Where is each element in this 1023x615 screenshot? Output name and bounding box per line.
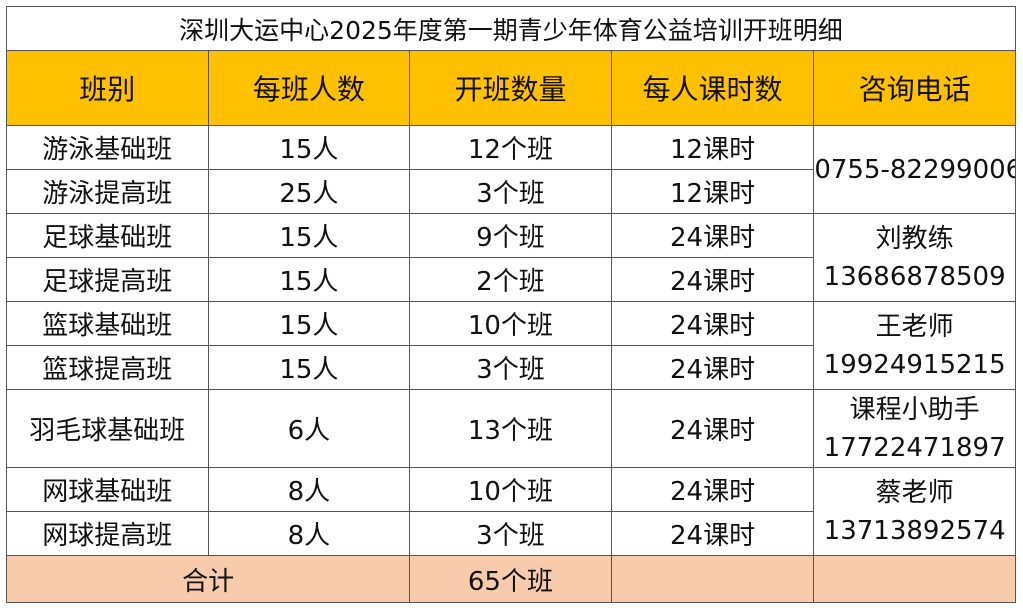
total-empty-contact <box>813 555 1016 603</box>
contact-tennis: 蔡老师 13713892574 <box>813 467 1016 556</box>
header-contact: 咨询电话 <box>813 50 1016 126</box>
class-size: 25人 <box>207 169 411 214</box>
total-label: 合计 <box>5 555 411 603</box>
class-size: 15人 <box>207 301 411 346</box>
contact-football: 刘教练 13686878509 <box>813 213 1016 302</box>
total-empty-hours <box>610 555 815 603</box>
class-count: 3个班 <box>409 345 612 390</box>
contact-badminton: 课程小助手 17722471897 <box>813 389 1016 468</box>
class-count: 13个班 <box>409 389 612 468</box>
header-hours: 每人课时数 <box>610 50 815 126</box>
contact-name: 蔡老师 <box>875 477 954 508</box>
contact-phone: 13713892574 <box>823 515 1006 546</box>
header-class-count: 开班数量 <box>409 50 612 126</box>
class-name: 游泳基础班 <box>6 125 209 170</box>
contact-name: 刘教练 <box>875 223 954 254</box>
class-name: 篮球提高班 <box>6 345 209 390</box>
class-hours: 24课时 <box>610 213 815 258</box>
header-row: 班别 每班人数 开班数量 每人课时数 咨询电话 <box>6 50 1016 126</box>
class-hours: 12课时 <box>610 169 815 214</box>
class-name: 篮球基础班 <box>6 301 209 346</box>
class-hours: 24课时 <box>610 301 815 346</box>
total-row: 合计 65个班 <box>5 555 1016 603</box>
table-row: 游泳基础班 15人 12个班 12课时 0755-82299006 <box>6 125 1016 214</box>
class-count: 9个班 <box>409 213 612 258</box>
class-name: 足球基础班 <box>6 213 209 258</box>
header-class: 班别 <box>6 50 209 126</box>
class-schedule-table: 深圳大运中心2025年度第一期青少年体育公益培训开班明细 班别 每班人数 开班数… <box>5 6 1016 603</box>
class-count: 3个班 <box>409 511 612 556</box>
table-row: 足球基础班 15人 9个班 24课时 刘教练 13686878509 <box>6 213 1016 302</box>
contact-phone: 0755-82299006 <box>814 154 1016 185</box>
class-name: 网球提高班 <box>6 511 209 556</box>
contact-basketball: 王老师 19924915215 <box>813 301 1016 390</box>
class-size: 8人 <box>207 467 411 512</box>
header-class-size: 每班人数 <box>207 50 411 126</box>
class-count: 10个班 <box>409 301 612 346</box>
class-hours: 24课时 <box>610 257 815 302</box>
class-name: 游泳提高班 <box>6 169 209 214</box>
total-count: 65个班 <box>409 555 612 603</box>
table-row: 羽毛球基础班 6人 13个班 24课时 课程小助手 17722471897 <box>6 389 1016 468</box>
class-size: 15人 <box>207 345 411 390</box>
class-hours: 24课时 <box>610 345 815 390</box>
class-count: 10个班 <box>409 467 612 512</box>
class-size: 15人 <box>207 213 411 258</box>
contact-phone: 17722471897 <box>823 432 1006 463</box>
class-name: 网球基础班 <box>6 467 209 512</box>
table-row: 网球提高班 8人 3个班 24课时 <box>6 511 1016 556</box>
table-row: 网球基础班 8人 10个班 24课时 蔡老师 13713892574 <box>6 467 1016 556</box>
class-size: 15人 <box>207 257 411 302</box>
class-size: 6人 <box>207 389 411 468</box>
class-size: 15人 <box>207 125 411 170</box>
contact-name: 王老师 <box>875 311 954 342</box>
contact-phone: 13686878509 <box>823 261 1006 292</box>
contact-name: 课程小助手 <box>849 394 980 425</box>
class-name: 羽毛球基础班 <box>6 389 209 468</box>
class-name: 足球提高班 <box>6 257 209 302</box>
table-row: 篮球基础班 15人 10个班 24课时 王老师 19924915215 <box>6 301 1016 390</box>
class-hours: 24课时 <box>610 389 815 468</box>
class-hours: 24课时 <box>610 467 815 512</box>
contact-swimming: 0755-82299006 <box>813 125 1016 214</box>
table-row: 篮球提高班 15人 3个班 24课时 <box>6 345 1016 390</box>
class-count: 12个班 <box>409 125 612 170</box>
class-hours: 24课时 <box>610 511 815 556</box>
contact-phone: 19924915215 <box>823 349 1006 380</box>
class-hours: 12课时 <box>610 125 815 170</box>
table-title: 深圳大运中心2025年度第一期青少年体育公益培训开班明细 <box>6 6 1016 51</box>
class-size: 8人 <box>207 511 411 556</box>
class-count: 3个班 <box>409 169 612 214</box>
schedule-sheet: 深圳大运中心2025年度第一期青少年体育公益培训开班明细 班别 每班人数 开班数… <box>5 6 1016 608</box>
class-count: 2个班 <box>409 257 612 302</box>
